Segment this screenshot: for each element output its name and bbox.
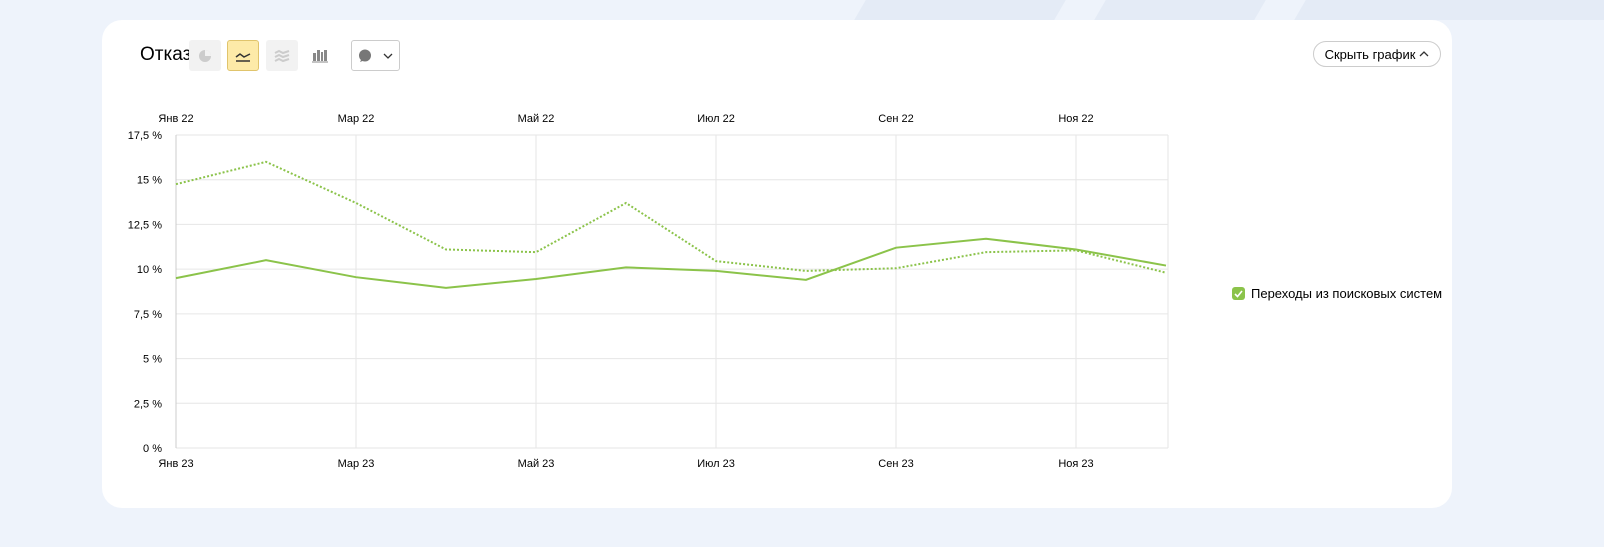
y-tick-label: 15 % [137, 175, 162, 187]
stacked-area-button[interactable] [266, 40, 298, 71]
y-tick-label: 10 % [137, 264, 162, 276]
legend-item[interactable]: Переходы из поисковых систем [1232, 286, 1442, 301]
x-bottom-tick-label: Май 23 [518, 458, 555, 470]
series-line-dotted [175, 160, 1167, 274]
x-top-tick-label: Ноя 22 [1058, 113, 1093, 125]
y-tick-label: 7,5 % [134, 309, 162, 321]
y-tick-label: 0 % [143, 443, 162, 455]
x-top-tick-label: Май 22 [518, 113, 555, 125]
series-line-solid [175, 237, 1167, 289]
x-top-tick-label: Июл 22 [697, 113, 735, 125]
column-chart-button[interactable] [304, 40, 336, 71]
column-chart-icon [312, 49, 328, 62]
chart-title: Отказы [140, 44, 205, 65]
y-tick-label: 17,5 % [128, 130, 162, 142]
chevron-down-icon [383, 53, 393, 59]
chart-card [102, 20, 1452, 508]
hide-chart-label: Скрыть график [1324, 46, 1416, 62]
stacked-area-icon [274, 49, 290, 62]
x-top-tick-label: Сен 22 [878, 113, 913, 125]
chevron-up-icon [1419, 51, 1429, 57]
x-bottom-tick-label: Сен 23 [878, 458, 913, 470]
x-top-tick-label: Мар 22 [338, 113, 375, 125]
y-tick-label: 5 % [143, 354, 162, 366]
legend-label: Переходы из поисковых систем [1251, 286, 1443, 301]
y-tick-label: 12,5 % [128, 219, 162, 231]
x-bottom-tick-label: Янв 23 [158, 458, 193, 470]
x-bottom-tick-label: Июл 23 [697, 458, 735, 470]
legend-checkbox[interactable] [1232, 287, 1245, 300]
x-top-tick-label: Янв 22 [158, 113, 193, 125]
x-bottom-tick-label: Ноя 23 [1058, 458, 1093, 470]
checkmark-icon [1234, 289, 1243, 298]
line-chart-icon [235, 52, 251, 62]
pie-chart-icon [199, 49, 211, 62]
comments-dropdown[interactable] [351, 40, 400, 71]
pie-chart-button[interactable] [189, 40, 221, 71]
line-chart-button[interactable] [227, 40, 259, 71]
y-tick-label: 2,5 % [134, 398, 162, 410]
x-bottom-tick-label: Мар 23 [338, 458, 375, 470]
hide-chart-button[interactable]: Скрыть график [1313, 41, 1441, 67]
comment-icon [358, 49, 371, 62]
